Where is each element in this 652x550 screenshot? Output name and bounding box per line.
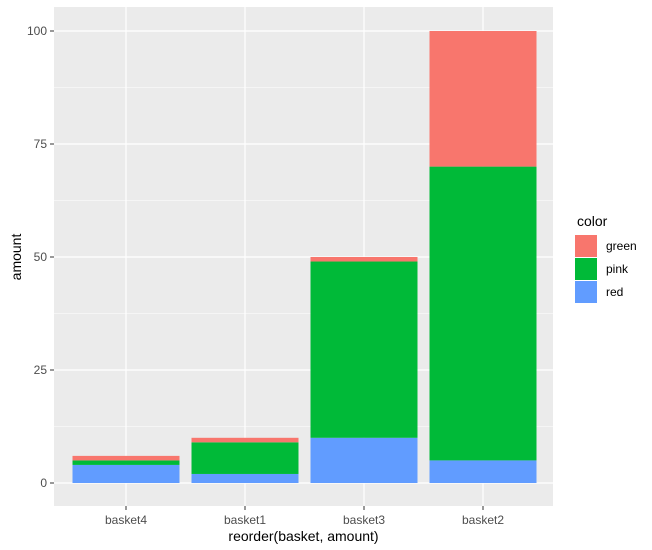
bar-basket4-pink	[72, 460, 180, 465]
bar-basket3-red	[310, 437, 418, 483]
bar-basket1-red	[191, 473, 299, 483]
y-tick-label: 75	[34, 137, 48, 151]
legend-key-green	[575, 235, 597, 257]
legend-label-red: red	[606, 285, 623, 299]
bar-basket1-green	[191, 437, 299, 443]
x-tick-label: basket4	[105, 513, 147, 527]
legend-key-red	[575, 281, 597, 303]
legend-label-pink: pink	[606, 262, 629, 276]
x-axis-title: reorder(basket, amount)	[228, 528, 378, 544]
y-tick-label: 25	[34, 363, 48, 377]
y-tick-label: 0	[40, 476, 47, 490]
y-tick-label: 100	[27, 24, 47, 38]
x-tick-label: basket3	[343, 513, 385, 527]
x-tick-label: basket2	[462, 513, 504, 527]
bar-basket1-pink	[191, 442, 299, 474]
bar-basket4-green	[72, 455, 180, 461]
legend-label-green: green	[606, 239, 637, 253]
bar-basket4-red	[72, 464, 180, 483]
bar-basket2-pink	[429, 166, 537, 461]
x-tick-label: basket1	[224, 513, 266, 527]
y-tick-label: 50	[34, 250, 48, 264]
bar-basket3-pink	[310, 261, 418, 438]
bar-basket2-green	[429, 31, 537, 167]
y-axis-title: amount	[8, 234, 24, 281]
bar-basket3-green	[310, 257, 418, 262]
bar-basket2-red	[429, 460, 537, 483]
legend-title: color	[577, 213, 608, 229]
legend-key-pink	[575, 258, 597, 280]
